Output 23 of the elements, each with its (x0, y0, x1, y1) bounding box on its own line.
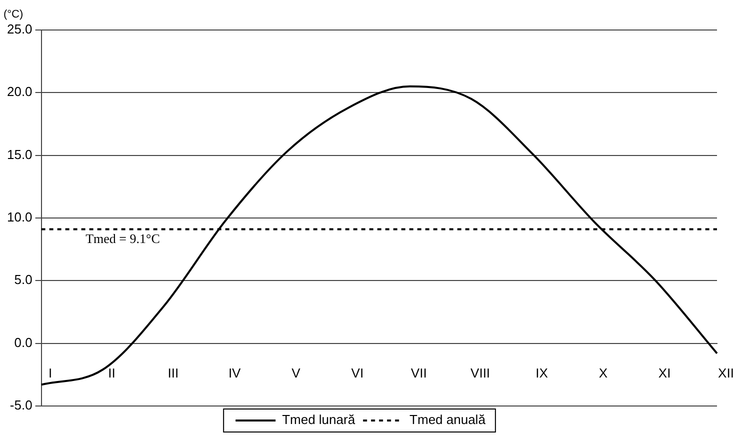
x-tick-label: XI (658, 366, 671, 381)
x-tick-label: III (168, 366, 179, 381)
legend-label: Tmed anuală (410, 412, 486, 428)
x-tick-label: II (108, 366, 116, 381)
x-tick-label: IX (536, 366, 548, 381)
y-tick-label: 5.0 (14, 272, 32, 288)
y-tick-label: 10.0 (6, 210, 32, 225)
y-tick-label: 25.0 (6, 22, 32, 37)
y-tick-label: 0.0 (14, 334, 32, 350)
x-tick-label: VIII (470, 366, 490, 381)
y-tick-label: 20.0 (6, 84, 32, 100)
y-tick-label: -5.0 (10, 398, 32, 413)
y-axis-title: (°C) (3, 8, 24, 21)
x-tick-label: VII (410, 366, 427, 381)
x-tick-label: V (292, 366, 301, 381)
x-tick-label: X (598, 366, 608, 381)
x-tick-label: IV (228, 366, 242, 381)
legend-label: Tmed lunară (282, 412, 356, 428)
annotation: Tmed = 9.1°C (86, 231, 160, 246)
x-tick-label: XII (718, 366, 734, 381)
x-tick-label: I (48, 366, 52, 381)
y-tick-label: 15.0 (6, 146, 32, 162)
x-tick-label: VI (351, 366, 364, 381)
